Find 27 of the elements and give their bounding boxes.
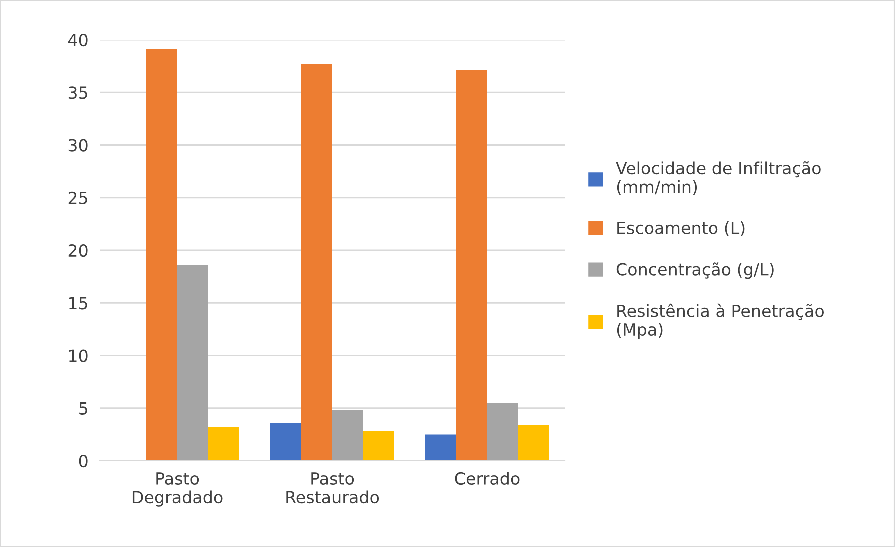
y-tick-label: 15 — [70, 297, 88, 310]
bar — [146, 49, 178, 461]
bar — [302, 64, 332, 461]
y-tick-label: 10 — [70, 350, 88, 362]
x-tick-label: Pasto Restaurado — [286, 472, 380, 504]
bar — [518, 425, 550, 461]
bar — [208, 427, 240, 461]
bar — [488, 403, 518, 461]
bar — [456, 70, 488, 461]
y-tick-label: 5 — [80, 402, 88, 415]
legend-label: Escoamento (L) — [618, 222, 745, 236]
bar — [178, 265, 208, 461]
legend-label: Velocidade de Infiltração (mm/min) — [616, 161, 821, 196]
y-tick-label: 0 — [79, 454, 88, 468]
y-tick-label: 20 — [68, 244, 88, 258]
legend-label: Concentração (g/L) — [616, 262, 774, 280]
legend-label: Resistência à Penetração (Mpa) — [617, 304, 824, 340]
y-tick-label: 30 — [68, 139, 88, 152]
y-tick-label: 40 — [68, 34, 88, 47]
bar — [332, 410, 364, 461]
bar — [364, 432, 394, 461]
bar — [426, 434, 456, 461]
y-tick-label: 35 — [68, 86, 88, 100]
y-tick-label: 25 — [68, 192, 88, 204]
x-tick-label: Pasto Degradado — [132, 472, 223, 507]
bar — [270, 423, 302, 461]
x-tick-label: Cerrado — [455, 472, 520, 486]
